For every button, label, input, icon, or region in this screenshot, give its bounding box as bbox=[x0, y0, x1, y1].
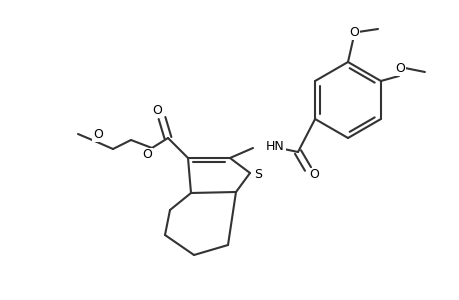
Text: O: O bbox=[142, 148, 151, 161]
Text: O: O bbox=[394, 61, 404, 74]
Text: O: O bbox=[152, 103, 162, 116]
Text: HN: HN bbox=[265, 140, 284, 152]
Text: O: O bbox=[348, 26, 358, 38]
Text: O: O bbox=[93, 128, 103, 140]
Text: S: S bbox=[253, 169, 262, 182]
Text: O: O bbox=[308, 169, 318, 182]
